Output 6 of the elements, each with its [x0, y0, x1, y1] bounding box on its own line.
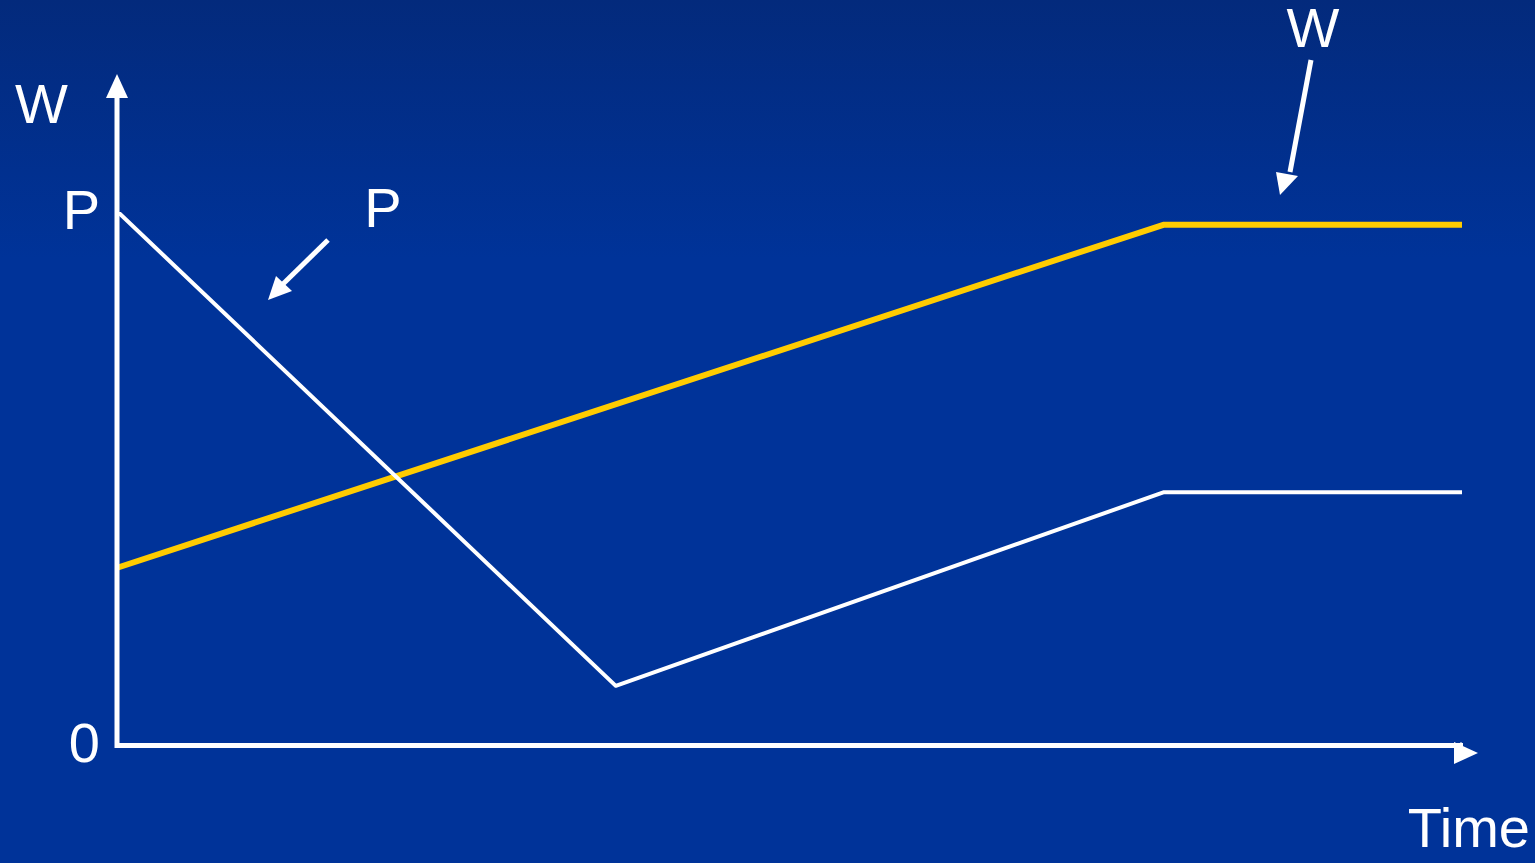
text: P [62, 178, 100, 242]
text: W [1286, 0, 1340, 60]
y-axis-title: W [15, 72, 68, 136]
text: P [364, 176, 402, 240]
text: 0 [68, 711, 100, 775]
x-axis-title: Time [1407, 796, 1530, 860]
